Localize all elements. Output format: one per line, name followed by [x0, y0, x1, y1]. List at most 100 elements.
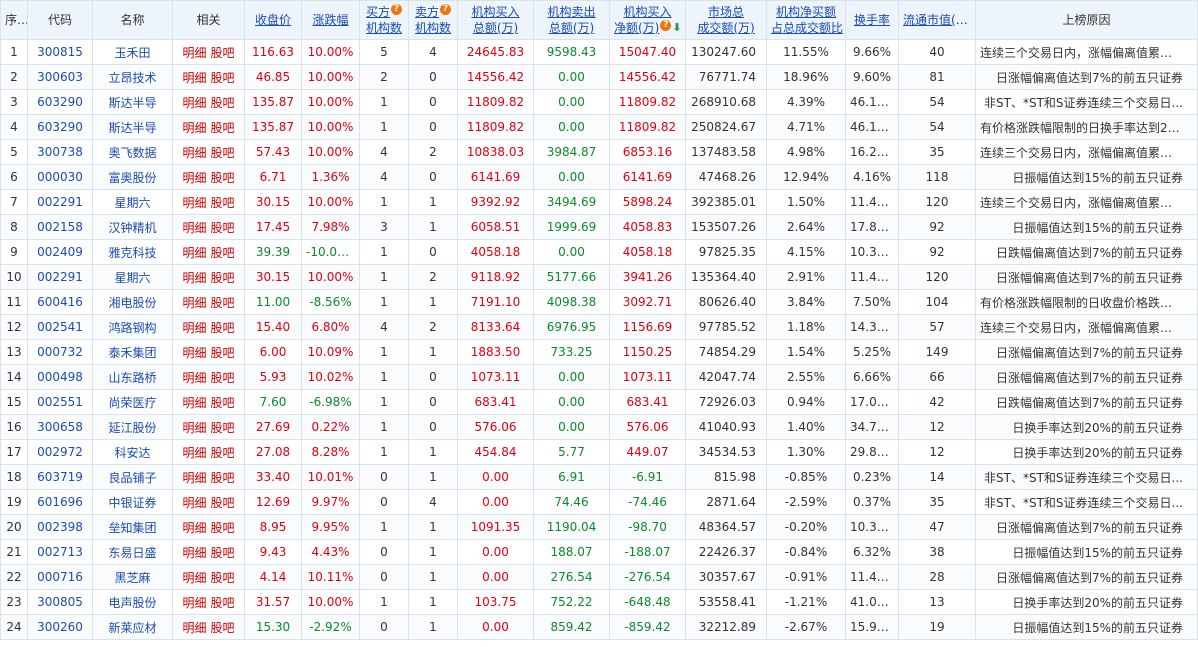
stock-code-link[interactable]: 000030 [37, 170, 83, 184]
detail-link[interactable]: 明细 [182, 195, 207, 210]
detail-link[interactable]: 明细 [182, 545, 207, 560]
stock-code-link[interactable]: 300603 [37, 70, 83, 84]
col-sell-orgs-sort[interactable]: 卖方? 机构数 [408, 0, 458, 40]
detail-link[interactable]: 明细 [182, 270, 207, 285]
col-mcap-sort[interactable]: 流通市值(亿) [898, 0, 976, 40]
stock-code-link[interactable]: 002158 [37, 220, 83, 234]
stock-code-link[interactable]: 300805 [37, 595, 83, 609]
forum-link[interactable]: 股吧 [210, 45, 235, 60]
forum-link[interactable]: 股吧 [210, 295, 235, 310]
detail-link[interactable]: 明细 [182, 245, 207, 260]
forum-link[interactable]: 股吧 [210, 170, 235, 185]
stock-code-link[interactable]: 000716 [37, 570, 83, 584]
stock-code-link[interactable]: 002291 [37, 195, 83, 209]
forum-link[interactable]: 股吧 [210, 220, 235, 235]
detail-link[interactable]: 明细 [182, 345, 207, 360]
col-net-buy-sort[interactable]: 机构买入 净额(万)? ⬇ [609, 0, 686, 40]
help-icon[interactable]: ? [660, 20, 672, 31]
detail-link[interactable]: 明细 [182, 445, 207, 460]
stock-name-link[interactable]: 湘电股份 [108, 295, 157, 310]
stock-code-link[interactable]: 002398 [37, 520, 83, 534]
stock-code-link[interactable]: 002291 [37, 270, 83, 284]
stock-name-link[interactable]: 雅克科技 [108, 245, 157, 260]
help-icon[interactable]: ? [440, 4, 451, 15]
detail-link[interactable]: 明细 [182, 620, 207, 635]
stock-name-link[interactable]: 垒知集团 [108, 520, 157, 535]
stock-name-link[interactable]: 星期六 [114, 270, 151, 285]
stock-name-link[interactable]: 山东路桥 [108, 370, 157, 385]
stock-code-link[interactable]: 603290 [37, 95, 83, 109]
detail-link[interactable]: 明细 [182, 370, 207, 385]
stock-code-link[interactable]: 603290 [37, 120, 83, 134]
forum-link[interactable]: 股吧 [210, 420, 235, 435]
col-inst-sell-sort[interactable]: 机构卖出 总额(万) [533, 0, 610, 40]
detail-link[interactable]: 明细 [182, 120, 207, 135]
detail-link[interactable]: 明细 [182, 95, 207, 110]
stock-code-link[interactable]: 600416 [37, 295, 83, 309]
stock-name-link[interactable]: 良品铺子 [108, 470, 157, 485]
detail-link[interactable]: 明细 [182, 170, 207, 185]
forum-link[interactable]: 股吧 [210, 270, 235, 285]
detail-link[interactable]: 明细 [182, 295, 207, 310]
forum-link[interactable]: 股吧 [210, 445, 235, 460]
stock-code-link[interactable]: 002541 [37, 320, 83, 334]
detail-link[interactable]: 明细 [182, 470, 207, 485]
forum-link[interactable]: 股吧 [210, 195, 235, 210]
stock-code-link[interactable]: 601696 [37, 495, 83, 509]
forum-link[interactable]: 股吧 [210, 70, 235, 85]
forum-link[interactable]: 股吧 [210, 395, 235, 410]
detail-link[interactable]: 明细 [182, 420, 207, 435]
stock-name-link[interactable]: 电声股份 [108, 595, 157, 610]
forum-link[interactable]: 股吧 [210, 570, 235, 585]
detail-link[interactable]: 明细 [182, 70, 207, 85]
detail-link[interactable]: 明细 [182, 520, 207, 535]
col-turnover-sort[interactable]: 换手率 [845, 0, 899, 40]
stock-name-link[interactable]: 科安达 [114, 445, 151, 460]
detail-link[interactable]: 明细 [182, 145, 207, 160]
stock-name-link[interactable]: 东易日盛 [108, 545, 157, 560]
stock-code-link[interactable]: 300658 [37, 420, 83, 434]
stock-name-link[interactable]: 奥飞数据 [108, 145, 157, 160]
detail-link[interactable]: 明细 [182, 495, 207, 510]
col-close-sort[interactable]: 收盘价 [244, 0, 302, 40]
forum-link[interactable]: 股吧 [210, 245, 235, 260]
stock-code-link[interactable]: 002409 [37, 245, 83, 259]
stock-name-link[interactable]: 黑芝麻 [114, 570, 151, 585]
col-inst-buy-sort[interactable]: 机构买入 总额(万) [457, 0, 534, 40]
stock-code-link[interactable]: 603719 [37, 470, 83, 484]
forum-link[interactable]: 股吧 [210, 95, 235, 110]
detail-link[interactable]: 明细 [182, 320, 207, 335]
help-icon[interactable]: ? [391, 4, 402, 15]
forum-link[interactable]: 股吧 [210, 320, 235, 335]
detail-link[interactable]: 明细 [182, 570, 207, 585]
forum-link[interactable]: 股吧 [210, 120, 235, 135]
stock-name-link[interactable]: 富奥股份 [108, 170, 157, 185]
forum-link[interactable]: 股吧 [210, 370, 235, 385]
stock-name-link[interactable]: 泰禾集团 [108, 345, 157, 360]
col-change-sort[interactable]: 涨跌幅 [301, 0, 360, 40]
stock-name-link[interactable]: 斯达半导 [108, 95, 157, 110]
stock-code-link[interactable]: 000732 [37, 345, 83, 359]
forum-link[interactable]: 股吧 [210, 470, 235, 485]
forum-link[interactable]: 股吧 [210, 495, 235, 510]
stock-code-link[interactable]: 002551 [37, 395, 83, 409]
stock-name-link[interactable]: 玉禾田 [114, 45, 151, 60]
col-volume-sort[interactable]: 市场总 成交额(万) [685, 0, 767, 40]
stock-name-link[interactable]: 新莱应材 [108, 620, 157, 635]
stock-code-link[interactable]: 002713 [37, 545, 83, 559]
detail-link[interactable]: 明细 [182, 45, 207, 60]
stock-name-link[interactable]: 尚荣医疗 [108, 395, 157, 410]
forum-link[interactable]: 股吧 [210, 545, 235, 560]
stock-name-link[interactable]: 鸿路钢构 [108, 320, 157, 335]
detail-link[interactable]: 明细 [182, 395, 207, 410]
stock-code-link[interactable]: 002972 [37, 445, 83, 459]
stock-name-link[interactable]: 立昂技术 [108, 70, 157, 85]
forum-link[interactable]: 股吧 [210, 145, 235, 160]
stock-name-link[interactable]: 星期六 [114, 195, 151, 210]
stock-name-link[interactable]: 汉钟精机 [108, 220, 157, 235]
stock-code-link[interactable]: 300738 [37, 145, 83, 159]
detail-link[interactable]: 明细 [182, 220, 207, 235]
stock-name-link[interactable]: 延江股份 [108, 420, 157, 435]
col-buy-orgs-sort[interactable]: 买方? 机构数 [359, 0, 409, 40]
forum-link[interactable]: 股吧 [210, 520, 235, 535]
